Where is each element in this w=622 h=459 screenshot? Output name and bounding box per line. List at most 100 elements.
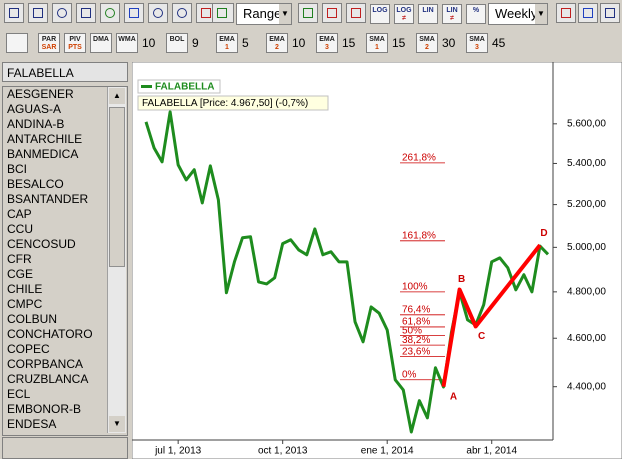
symbol-item[interactable]: CAP (7, 207, 32, 221)
button-text: EMA (219, 36, 235, 43)
indicator-button[interactable]: EMA 3 (316, 33, 338, 53)
scrollbar[interactable]: ▲ ▼ (107, 87, 126, 433)
symbol-item[interactable]: CRUZBLANCA (7, 372, 89, 386)
icon-button[interactable] (346, 3, 366, 23)
symbol-item[interactable]: AESGENER (7, 87, 74, 101)
scroll-down[interactable]: ▼ (109, 416, 125, 432)
icon-button[interactable] (28, 3, 48, 23)
dropdown-arrow: ▼ (535, 4, 547, 24)
indicator-button[interactable]: DMA (90, 33, 112, 53)
button-text: 3 (325, 44, 329, 51)
button-text: % (472, 7, 480, 14)
scale-button[interactable]: LIN (418, 4, 438, 24)
indicator-button[interactable]: BOL (166, 33, 188, 53)
fib-label: 261,8% (402, 152, 436, 163)
button-text: LOG (396, 7, 412, 14)
scale-button[interactable]: LIN ≠ (442, 4, 462, 24)
fib-label: 100% (402, 281, 428, 292)
indicator-button[interactable]: EMA 1 (216, 33, 238, 53)
symbol-item[interactable]: CMPC (7, 297, 43, 311)
button-text: 2 (275, 44, 279, 51)
indicator-button[interactable]: SMA 3 (466, 33, 488, 53)
button-text: EMA (269, 36, 285, 43)
chart-background (132, 62, 622, 459)
icon-button[interactable] (212, 3, 234, 23)
price-line (144, 110, 550, 434)
symbol-item[interactable]: ENDESA (7, 417, 57, 431)
icon-button[interactable] (6, 33, 28, 53)
scroll-up[interactable]: ▲ (109, 88, 125, 104)
info-box (137, 95, 329, 111)
legend-label: FALABELLA (155, 82, 214, 93)
legend-box (137, 79, 221, 94)
icon-button[interactable] (298, 3, 318, 23)
symbol-item[interactable]: CHILE (7, 282, 43, 296)
indicator-param: 45 (492, 36, 506, 50)
scroll-thumb[interactable] (109, 107, 125, 267)
symbol-item[interactable]: BESALCO (7, 177, 64, 191)
pattern-label: B (458, 274, 465, 285)
chart: 4.400,00 4.600,00 4.800,00 5.000,00 5.200,00… (132, 62, 622, 459)
indicator-param: 9 (192, 36, 199, 50)
x-tick-label: ene 1, 2014 (361, 446, 414, 457)
period-label: Weekly (495, 6, 538, 21)
range-select[interactable]: Range ▼ (236, 3, 292, 25)
icon-button[interactable] (322, 3, 342, 23)
indicator-bar: PAR SAR PIV PTS DMA WMA 10 BOL 9 EMA 1 5 EMA 2 10 EMA 3 1… (6, 31, 516, 55)
icon-button[interactable] (4, 3, 24, 23)
indicator-button[interactable]: SMA 2 (416, 33, 438, 53)
indicator-button[interactable]: PAR SAR (38, 33, 60, 53)
x-tick-label: oct 1, 2013 (258, 446, 308, 457)
icon-button[interactable] (52, 3, 72, 23)
indicator-button[interactable]: EMA 2 (266, 33, 288, 53)
dropdown-arrow: ▼ (279, 4, 291, 24)
button-text: PTS (68, 44, 82, 51)
icon-button[interactable] (100, 3, 120, 23)
icon-button[interactable] (556, 3, 576, 23)
indicator-button[interactable]: PIV PTS (64, 33, 86, 53)
scale-button[interactable]: % (466, 4, 486, 24)
button-text: LIN (446, 7, 458, 14)
symbol-item[interactable]: CGE (7, 267, 34, 281)
symbol-item[interactable]: CONCHATORO (7, 327, 93, 341)
symbol-item[interactable]: ECL (7, 387, 31, 401)
fib-label: 161,8% (402, 230, 436, 241)
indicator-param: 10 (292, 36, 306, 50)
symbol-item[interactable]: AGUAS-A (7, 102, 62, 116)
symbol-item[interactable]: EMBONOR-B (7, 402, 82, 416)
symbol-item[interactable]: BCI (7, 162, 28, 176)
button-text: ≠ (402, 15, 406, 22)
symbol-item[interactable]: ANDINA-B (7, 117, 65, 131)
symbol-item[interactable]: CCU (7, 222, 33, 236)
fib-label: 76,4% (402, 304, 430, 315)
icon-button[interactable] (172, 3, 192, 23)
symbol-item[interactable]: COLBUN (7, 312, 58, 326)
icon-button[interactable] (600, 3, 620, 23)
y-tick-label: 4.800,00 (567, 286, 606, 297)
icon-button[interactable] (76, 3, 96, 23)
icon-button[interactable] (148, 3, 168, 23)
icon-button[interactable] (124, 3, 144, 23)
scale-button[interactable]: LOG ≠ (394, 4, 414, 24)
period-select[interactable]: Weekly ▼ (488, 3, 548, 25)
pattern-label: A (450, 391, 457, 402)
icon-button[interactable] (578, 3, 598, 23)
fib-label: 50% (402, 325, 422, 336)
symbol-item[interactable]: CORPBANCA (7, 357, 84, 371)
y-tick-label: 5.000,00 (567, 242, 606, 253)
symbol-item[interactable]: COPEC (7, 342, 50, 356)
x-tick-label: jul 1, 2013 (154, 446, 202, 457)
button-text: DMA (93, 36, 109, 43)
symbol-item[interactable]: BSANTANDER (7, 192, 89, 206)
scale-button[interactable]: LOG (370, 4, 390, 24)
button-text: PIV (69, 36, 81, 43)
y-tick-label: 5.600,00 (567, 118, 606, 129)
symbol-item[interactable]: ANTARCHILE (7, 132, 83, 146)
fib-label: 0% (402, 369, 417, 380)
symbol-item[interactable]: CFR (7, 252, 32, 266)
indicator-button[interactable]: WMA (116, 33, 138, 53)
symbol-item[interactable]: CENCOSUD (7, 237, 76, 251)
symbol-item[interactable]: BANMEDICA (7, 147, 79, 161)
indicator-button[interactable]: SMA 1 (366, 33, 388, 53)
